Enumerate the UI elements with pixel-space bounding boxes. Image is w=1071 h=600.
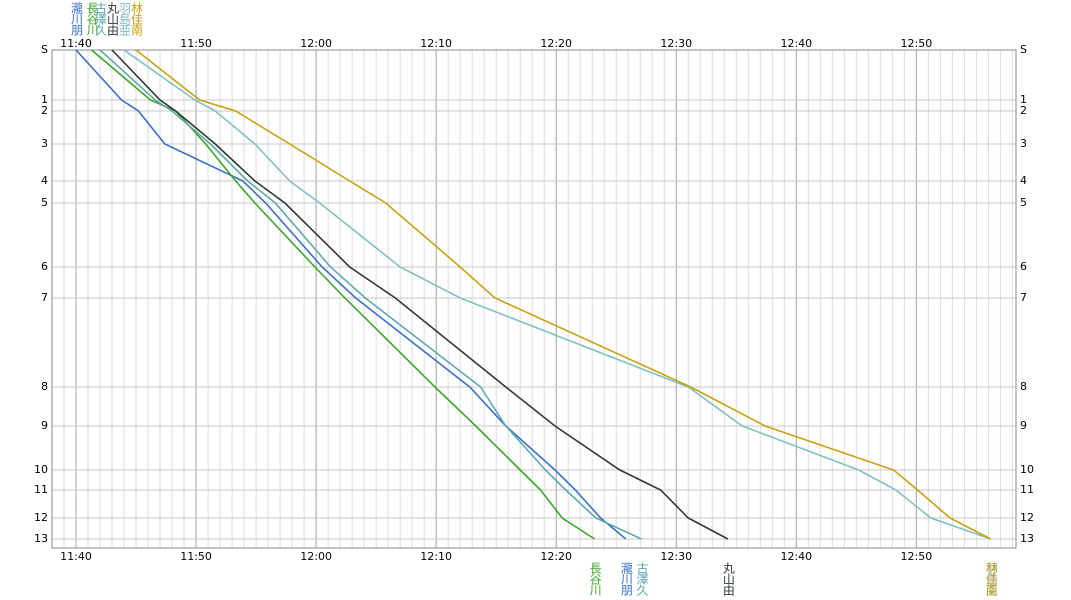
x-tick-label: 12:50: [901, 37, 933, 50]
x-tick-label: 12:50: [901, 550, 933, 563]
x-tick-label: 12:40: [780, 37, 812, 50]
y-tick-label: 1: [1020, 93, 1027, 106]
x-tick-label: 12:20: [540, 550, 572, 563]
y-tick-label: 7: [41, 291, 48, 304]
series-line: [91, 49, 596, 540]
y-tick-label: S: [1020, 43, 1027, 56]
y-tick-label: 4: [41, 174, 48, 187]
series-line: [111, 49, 729, 540]
y-tick-label: 9: [41, 419, 48, 432]
y-tick-label: 4: [1020, 174, 1027, 187]
end-name: 古澤久: [635, 561, 649, 597]
x-tick-label: 12:40: [780, 550, 812, 563]
y-tick-label: 6: [1020, 260, 1027, 273]
y-tick-label: 13: [1020, 532, 1034, 545]
x-tick-label: 12:20: [540, 37, 572, 50]
x-tick-label: 11:40: [60, 37, 92, 50]
y-tick-label: 11: [34, 483, 48, 496]
x-tick-label: 12:00: [300, 37, 332, 50]
y-tick-label: 9: [1020, 419, 1027, 432]
y-tick-label: 12: [1020, 511, 1034, 524]
x-tick-label: 12:10: [420, 550, 452, 563]
y-tick-label: 5: [41, 196, 48, 209]
y-tick-label: 13: [34, 532, 48, 545]
legend-name: 丸山由: [106, 2, 120, 36]
y-tick-label: 10: [34, 463, 48, 476]
x-tick-label: 12:10: [420, 37, 452, 50]
end-name: 林佳南: [984, 562, 998, 596]
y-tick-label: 10: [1020, 463, 1034, 476]
plot-frame: [51, 49, 1017, 549]
y-tick-label: 12: [34, 511, 48, 524]
end-name: 長谷川: [588, 562, 602, 596]
series-line: [135, 49, 992, 540]
y-tick-label: 5: [1020, 196, 1027, 209]
legend-name: 林佳南: [130, 2, 144, 36]
y-tick-label: 8: [41, 380, 48, 393]
y-tick-label: 8: [1020, 380, 1027, 393]
end-name: 羽島亜: [984, 562, 998, 595]
x-tick-label: 12:00: [300, 550, 332, 563]
legend-name: 古澤久: [94, 1, 108, 37]
end-name: 丸山由: [721, 562, 735, 596]
series-line: [99, 49, 642, 540]
y-tick-label: S: [41, 43, 48, 56]
x-tick-label: 11:50: [180, 550, 212, 563]
series-line: [123, 49, 992, 540]
y-tick-label: 11: [1020, 483, 1034, 496]
series-line: [75, 49, 627, 540]
y-tick-label: 3: [1020, 137, 1027, 150]
y-tick-label: 2: [41, 104, 48, 117]
legend-name: 長谷川: [85, 2, 99, 36]
x-tick-label: 12:30: [660, 37, 692, 50]
y-tick-label: 3: [41, 137, 48, 150]
legend-name: 羽島亜: [118, 2, 132, 35]
end-name: 瀧川朋: [619, 562, 633, 597]
x-tick-label: 12:30: [660, 550, 692, 563]
y-tick-label: 1: [41, 93, 48, 106]
x-tick-label: 11:50: [180, 37, 212, 50]
y-tick-label: 6: [41, 260, 48, 273]
x-tick-label: 11:40: [60, 550, 92, 563]
legend-name: 瀧川朋: [70, 2, 84, 37]
y-tick-label: 7: [1020, 291, 1027, 304]
y-tick-label: 2: [1020, 104, 1027, 117]
